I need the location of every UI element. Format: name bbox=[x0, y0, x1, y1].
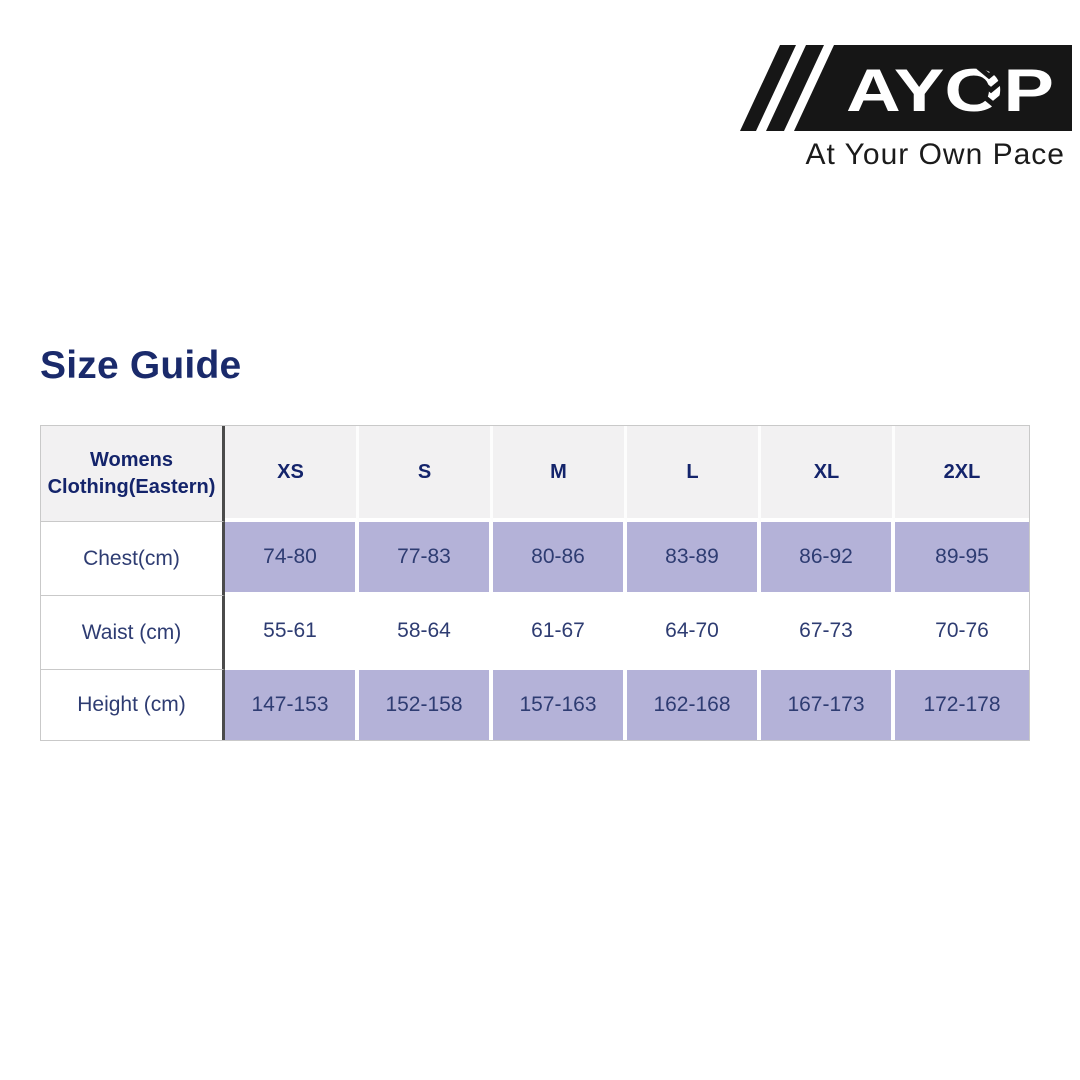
table-cell: 67-73 bbox=[761, 596, 895, 670]
row-label: Waist (cm) bbox=[41, 596, 225, 670]
table-cell: 162-168 bbox=[627, 670, 761, 740]
corner-header-cell: Womens Clothing(Eastern) bbox=[41, 426, 225, 522]
table-cell: 172-178 bbox=[895, 670, 1029, 740]
table-cell: 74-80 bbox=[225, 522, 359, 596]
ayop-logo-icon: AYOP bbox=[740, 45, 1072, 131]
logo-body bbox=[794, 45, 1072, 131]
table-cell: 147-153 bbox=[225, 670, 359, 740]
table-row-waist: Waist (cm) 55-61 58-64 61-67 64-70 67-73… bbox=[41, 596, 1029, 670]
row-label: Height (cm) bbox=[41, 670, 225, 740]
table-cell: 86-92 bbox=[761, 522, 895, 596]
table-cell: 70-76 bbox=[895, 596, 1029, 670]
table-cell: 64-70 bbox=[627, 596, 761, 670]
logo-wordmark: AYOP bbox=[846, 57, 1054, 124]
table-row-chest: Chest(cm) 74-80 77-83 80-86 83-89 86-92 … bbox=[41, 522, 1029, 596]
table-cell: 55-61 bbox=[225, 596, 359, 670]
logo-chevrons-icon bbox=[976, 65, 1006, 108]
brand-logo: AYOP bbox=[726, 45, 1072, 131]
table-cell: 80-86 bbox=[493, 522, 627, 596]
brand-tagline: At Your Own Pace bbox=[805, 138, 1065, 171]
column-header-xl: XL bbox=[761, 426, 895, 522]
table-row-height: Height (cm) 147-153 152-158 157-163 162-… bbox=[41, 670, 1029, 740]
column-header-2xl: 2XL bbox=[895, 426, 1029, 522]
row-label: Chest(cm) bbox=[41, 522, 225, 596]
size-guide-table-container: Womens Clothing(Eastern) XS S M L XL 2XL… bbox=[40, 425, 1030, 741]
table-header-row: Womens Clothing(Eastern) XS S M L XL 2XL bbox=[41, 426, 1029, 522]
table-cell: 157-163 bbox=[493, 670, 627, 740]
logo-stripe-icon bbox=[740, 45, 796, 131]
column-header-l: L bbox=[627, 426, 761, 522]
logo-stripe-icon bbox=[766, 45, 824, 131]
table-cell: 61-67 bbox=[493, 596, 627, 670]
column-header-s: S bbox=[359, 426, 493, 522]
table-cell: 167-173 bbox=[761, 670, 895, 740]
table-cell: 83-89 bbox=[627, 522, 761, 596]
table-cell: 58-64 bbox=[359, 596, 493, 670]
table-cell: 152-158 bbox=[359, 670, 493, 740]
page-title: Size Guide bbox=[40, 344, 242, 387]
size-guide-table: Womens Clothing(Eastern) XS S M L XL 2XL… bbox=[40, 425, 1030, 741]
table-cell: 77-83 bbox=[359, 522, 493, 596]
table-cell: 89-95 bbox=[895, 522, 1029, 596]
column-header-xs: XS bbox=[225, 426, 359, 522]
column-header-m: M bbox=[493, 426, 627, 522]
